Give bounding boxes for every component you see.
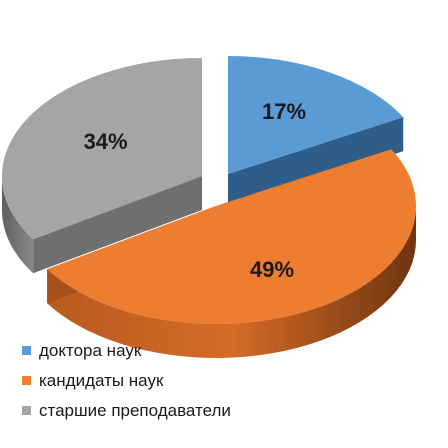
pie-slice-top bbox=[47, 149, 416, 324]
pie-data-label: 17% bbox=[262, 99, 306, 124]
legend-item: кандидаты наук bbox=[22, 371, 164, 390]
pie-slice-wall bbox=[228, 117, 404, 208]
legend-item: доктора наук bbox=[22, 341, 142, 360]
legend-label: кандидаты наук bbox=[39, 371, 164, 390]
pie-slice-wall bbox=[33, 176, 202, 274]
pie-data-label: 49% bbox=[250, 257, 294, 282]
pie-slice-1 bbox=[228, 56, 404, 208]
pie-slice-side bbox=[2, 176, 34, 274]
pie-slices bbox=[1, 56, 416, 358]
legend-swatch bbox=[22, 376, 31, 385]
legend-swatch bbox=[22, 406, 31, 415]
pie-slice-top bbox=[228, 56, 404, 174]
pie-data-labels: 34% 17% 49% bbox=[84, 99, 306, 282]
pie-data-label: 34% bbox=[84, 129, 128, 154]
legend-label: доктора наук bbox=[39, 341, 142, 360]
legend: доктора наук кандидаты наук старшие препод… bbox=[22, 341, 231, 420]
pie-slice-top bbox=[1, 58, 203, 240]
legend-swatch bbox=[22, 346, 31, 355]
pie-slice-2 bbox=[47, 149, 416, 358]
pie-slice-side bbox=[47, 206, 416, 358]
pie-slice-3 bbox=[1, 58, 203, 274]
legend-label: старшие преподаватели bbox=[39, 401, 231, 420]
legend-item: старшие преподаватели bbox=[22, 401, 231, 420]
